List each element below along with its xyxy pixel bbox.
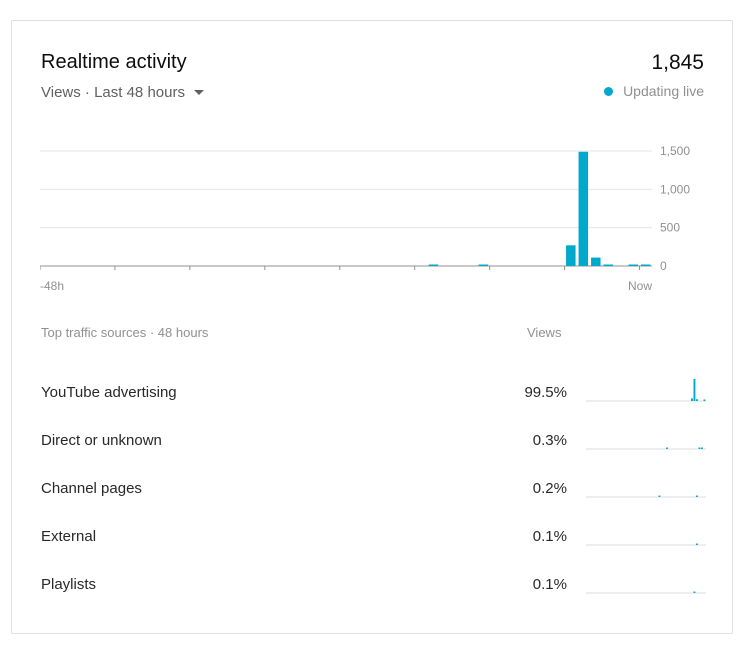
realtime-views-chart: 1,500 1,000 500 0 -48h Now: [40, 144, 690, 293]
traffic-source-percent: 0.2%: [532, 480, 567, 497]
sparkline-bar: [666, 447, 668, 449]
traffic-sparkline: [586, 447, 706, 450]
traffic-source-percent: 0.1%: [532, 528, 567, 545]
traffic-sparkline: [586, 591, 706, 594]
traffic-source-label: Direct or unknown: [41, 432, 162, 449]
chart-bar[interactable]: [603, 264, 614, 267]
chart-bar[interactable]: [591, 257, 601, 266]
live-status: Updating live: [604, 83, 704, 99]
y-tick-label: 500: [660, 221, 680, 235]
live-dot-icon: [604, 86, 614, 96]
traffic-source-label: YouTube advertising: [41, 384, 177, 401]
sparkline-bar: [658, 495, 661, 497]
sparkline-bar: [696, 543, 698, 545]
y-tick-label: 1,000: [660, 182, 690, 196]
chart-bar[interactable]: [478, 264, 489, 267]
sparkline-bar: [691, 398, 693, 401]
traffic-source-row[interactable]: Channel pages 0.2%: [12, 472, 732, 512]
realtime-activity-card: Realtime activity Views · Last 48 hours …: [11, 20, 733, 634]
sparkline-bar: [696, 399, 698, 401]
traffic-source-row[interactable]: YouTube advertising 99.5%: [12, 376, 732, 416]
metric-period-dropdown[interactable]: Views · Last 48 hours: [41, 84, 204, 101]
traffic-source-row[interactable]: External 0.1%: [12, 520, 732, 560]
live-status-label: Updating live: [623, 83, 704, 99]
sparkline-bar: [703, 399, 706, 401]
metric-period-label: Views · Last 48 hours: [41, 84, 185, 101]
traffic-sources-header: Top traffic sources · 48 hours: [41, 325, 209, 340]
total-views: 1,845: [651, 51, 704, 74]
traffic-sparkline: [586, 379, 706, 402]
y-tick-label: 1,500: [660, 144, 690, 158]
sparkline-bar: [698, 447, 701, 449]
caret-down-icon: [193, 90, 204, 95]
chart-bar[interactable]: [628, 264, 639, 267]
sparkline-bar: [693, 591, 696, 593]
traffic-views-header: Views: [527, 325, 562, 340]
sparkline-bar: [696, 495, 698, 497]
card-title: Realtime activity: [41, 51, 187, 73]
y-tick-label: 0: [660, 259, 667, 273]
x-end-label: Now: [628, 279, 652, 293]
traffic-source-percent: 0.1%: [532, 576, 567, 593]
traffic-sparkline: [586, 495, 706, 498]
x-start-label: -48h: [40, 279, 64, 293]
chart-bar[interactable]: [428, 264, 439, 267]
traffic-source-row[interactable]: Direct or unknown 0.3%: [12, 424, 732, 464]
chart-bar[interactable]: [578, 151, 589, 266]
traffic-source-percent: 99.5%: [524, 384, 567, 401]
chart-bar[interactable]: [641, 264, 651, 267]
traffic-source-row[interactable]: Playlists 0.1%: [12, 568, 732, 608]
traffic-source-label: External: [41, 528, 97, 545]
sparkline-bar: [701, 447, 703, 449]
chart-bar[interactable]: [566, 245, 576, 266]
traffic-source-percent: 0.3%: [532, 432, 567, 449]
traffic-source-label: Channel pages: [41, 480, 142, 497]
traffic-source-label: Playlists: [41, 576, 97, 593]
traffic-sparkline: [586, 543, 706, 546]
sparkline-bar: [693, 379, 696, 401]
